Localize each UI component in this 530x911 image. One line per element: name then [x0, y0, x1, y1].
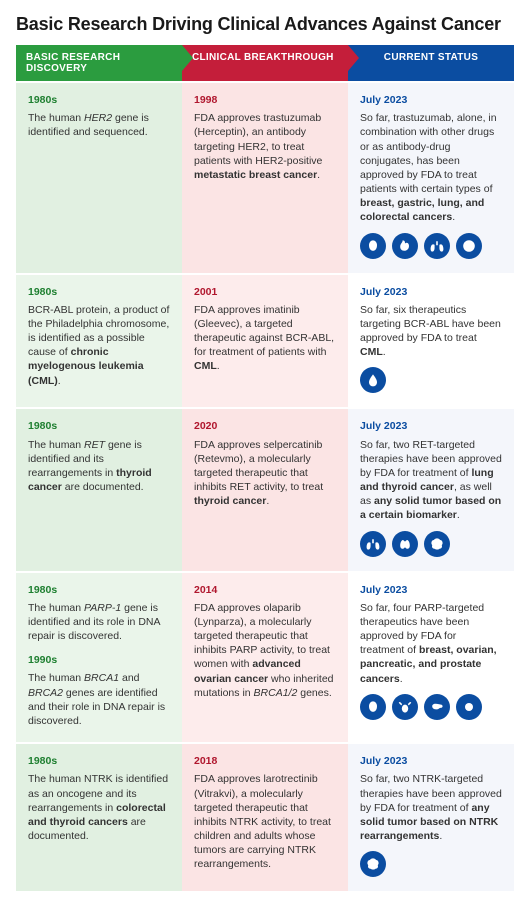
- prostate-icon: [456, 694, 482, 720]
- body-text: FDA approves olaparib (Lynparza), a mole…: [194, 601, 336, 700]
- date-label: 1980s: [28, 583, 170, 597]
- body-text: The human HER2 gene is identified and se…: [28, 111, 170, 139]
- body-text: BCR-ABL protein, a product of the Philad…: [28, 303, 170, 388]
- cell-breakthrough: 2014 FDA approves olaparib (Lynparza), a …: [182, 573, 348, 743]
- date-label: 1980s: [28, 285, 170, 299]
- blood-icon: [360, 367, 386, 393]
- breast-icon: [360, 694, 386, 720]
- thyroid-icon: [392, 531, 418, 557]
- content-block: 1980s The human RET gene is identified an…: [28, 419, 170, 494]
- date-label: 2018: [194, 754, 336, 768]
- content-block: 1998 FDA approves trastuzumab (Herceptin)…: [194, 93, 336, 182]
- body-text: The human PARP-1 gene is identified and …: [28, 601, 170, 644]
- body-text: So far, two RET-targeted therapies have …: [360, 438, 502, 523]
- content-block: 2020 FDA approves selpercatinib (Retevmo)…: [194, 419, 336, 508]
- table-row: 1980s The human HER2 gene is identified a…: [16, 81, 514, 273]
- content-block: 1990s The human BRCA1 and BRCA2 genes are…: [28, 653, 170, 728]
- cell-status: July 2023 So far, trastuzumab, alone, in …: [348, 83, 514, 273]
- date-label: July 2023: [360, 583, 502, 597]
- date-label: 1998: [194, 93, 336, 107]
- content-block: July 2023 So far, six therapeutics target…: [360, 285, 502, 360]
- gastric-icon: [392, 233, 418, 259]
- cell-status: July 2023 So far, four PARP-targeted ther…: [348, 573, 514, 743]
- content-block: 2014 FDA approves olaparib (Lynparza), a …: [194, 583, 336, 700]
- rows-container: 1980s The human HER2 gene is identified a…: [16, 81, 514, 891]
- date-label: July 2023: [360, 285, 502, 299]
- table-row: 1980s The human NTRK is identified as an …: [16, 742, 514, 891]
- table-row: 1980s BCR-ABL protein, a product of the P…: [16, 273, 514, 408]
- colorectal-icon: [456, 233, 482, 259]
- body-text: So far, trastuzumab, alone, in combinati…: [360, 111, 502, 224]
- status-icons: [360, 233, 502, 259]
- cell-discovery: 1980s BCR-ABL protein, a product of the P…: [16, 275, 182, 408]
- content-block: 1980s BCR-ABL protein, a product of the P…: [28, 285, 170, 388]
- cell-status: July 2023 So far, two RET-targeted therap…: [348, 409, 514, 570]
- body-text: FDA approves larotrectinib (Vitrakvi), a…: [194, 772, 336, 871]
- cell-status: July 2023 So far, six therapeutics target…: [348, 275, 514, 408]
- tumor-icon: [424, 531, 450, 557]
- breast-icon: [360, 233, 386, 259]
- page-title: Basic Research Driving Clinical Advances…: [16, 14, 514, 35]
- cell-breakthrough: 2018 FDA approves larotrectinib (Vitrakvi…: [182, 744, 348, 891]
- cell-status: July 2023 So far, two NTRK-targeted thera…: [348, 744, 514, 891]
- status-icons: [360, 367, 502, 393]
- status-icons: [360, 531, 502, 557]
- lung-icon: [424, 233, 450, 259]
- body-text: FDA approves imatinib (Gleevec), a targe…: [194, 303, 336, 374]
- content-block: July 2023 So far, two NTRK-targeted thera…: [360, 754, 502, 843]
- status-icons: [360, 851, 502, 877]
- body-text: The human BRCA1 and BRCA2 genes are iden…: [28, 671, 170, 728]
- date-label: 2001: [194, 285, 336, 299]
- column-headers: BASIC RESEARCH DISCOVERY CLINICAL BREAKT…: [16, 45, 514, 81]
- cell-discovery: 1980s The human PARP-1 gene is identified…: [16, 573, 182, 743]
- tumor-icon: [360, 851, 386, 877]
- date-label: 1990s: [28, 653, 170, 667]
- header-status: CURRENT STATUS: [348, 45, 514, 81]
- table-row: 1980s The human RET gene is identified an…: [16, 407, 514, 570]
- date-label: 2014: [194, 583, 336, 597]
- content-block: 1980s The human PARP-1 gene is identified…: [28, 583, 170, 644]
- cell-breakthrough: 2020 FDA approves selpercatinib (Retevmo)…: [182, 409, 348, 570]
- cell-breakthrough: 2001 FDA approves imatinib (Gleevec), a t…: [182, 275, 348, 408]
- content-block: July 2023 So far, two RET-targeted therap…: [360, 419, 502, 522]
- table-row: 1980s The human PARP-1 gene is identified…: [16, 571, 514, 743]
- date-label: July 2023: [360, 754, 502, 768]
- cell-discovery: 1980s The human RET gene is identified an…: [16, 409, 182, 570]
- content-block: 1980s The human NTRK is identified as an …: [28, 754, 170, 843]
- cell-discovery: 1980s The human NTRK is identified as an …: [16, 744, 182, 891]
- lung-icon: [360, 531, 386, 557]
- body-text: FDA approves selpercatinib (Retevmo), a …: [194, 438, 336, 509]
- body-text: The human NTRK is identified as an oncog…: [28, 772, 170, 843]
- body-text: The human RET gene is identified and its…: [28, 438, 170, 495]
- content-block: July 2023 So far, four PARP-targeted ther…: [360, 583, 502, 686]
- date-label: July 2023: [360, 93, 502, 107]
- pancreatic-icon: [424, 694, 450, 720]
- header-discovery: BASIC RESEARCH DISCOVERY: [16, 45, 182, 81]
- content-block: July 2023 So far, trastuzumab, alone, in …: [360, 93, 502, 225]
- body-text: So far, six therapeutics targeting BCR-A…: [360, 303, 502, 360]
- date-label: July 2023: [360, 419, 502, 433]
- content-block: 2018 FDA approves larotrectinib (Vitrakvi…: [194, 754, 336, 871]
- date-label: 2020: [194, 419, 336, 433]
- cell-breakthrough: 1998 FDA approves trastuzumab (Herceptin)…: [182, 83, 348, 273]
- body-text: So far, two NTRK-targeted therapies have…: [360, 772, 502, 843]
- content-block: 1980s The human HER2 gene is identified a…: [28, 93, 170, 140]
- date-label: 1980s: [28, 93, 170, 107]
- ovarian-icon: [392, 694, 418, 720]
- date-label: 1980s: [28, 754, 170, 768]
- cell-discovery: 1980s The human HER2 gene is identified a…: [16, 83, 182, 273]
- header-breakthrough: CLINICAL BREAKTHROUGH: [182, 45, 348, 81]
- body-text: FDA approves trastuzumab (Herceptin), an…: [194, 111, 336, 182]
- body-text: So far, four PARP-targeted therapeutics …: [360, 601, 502, 686]
- date-label: 1980s: [28, 419, 170, 433]
- content-block: 2001 FDA approves imatinib (Gleevec), a t…: [194, 285, 336, 374]
- status-icons: [360, 694, 502, 720]
